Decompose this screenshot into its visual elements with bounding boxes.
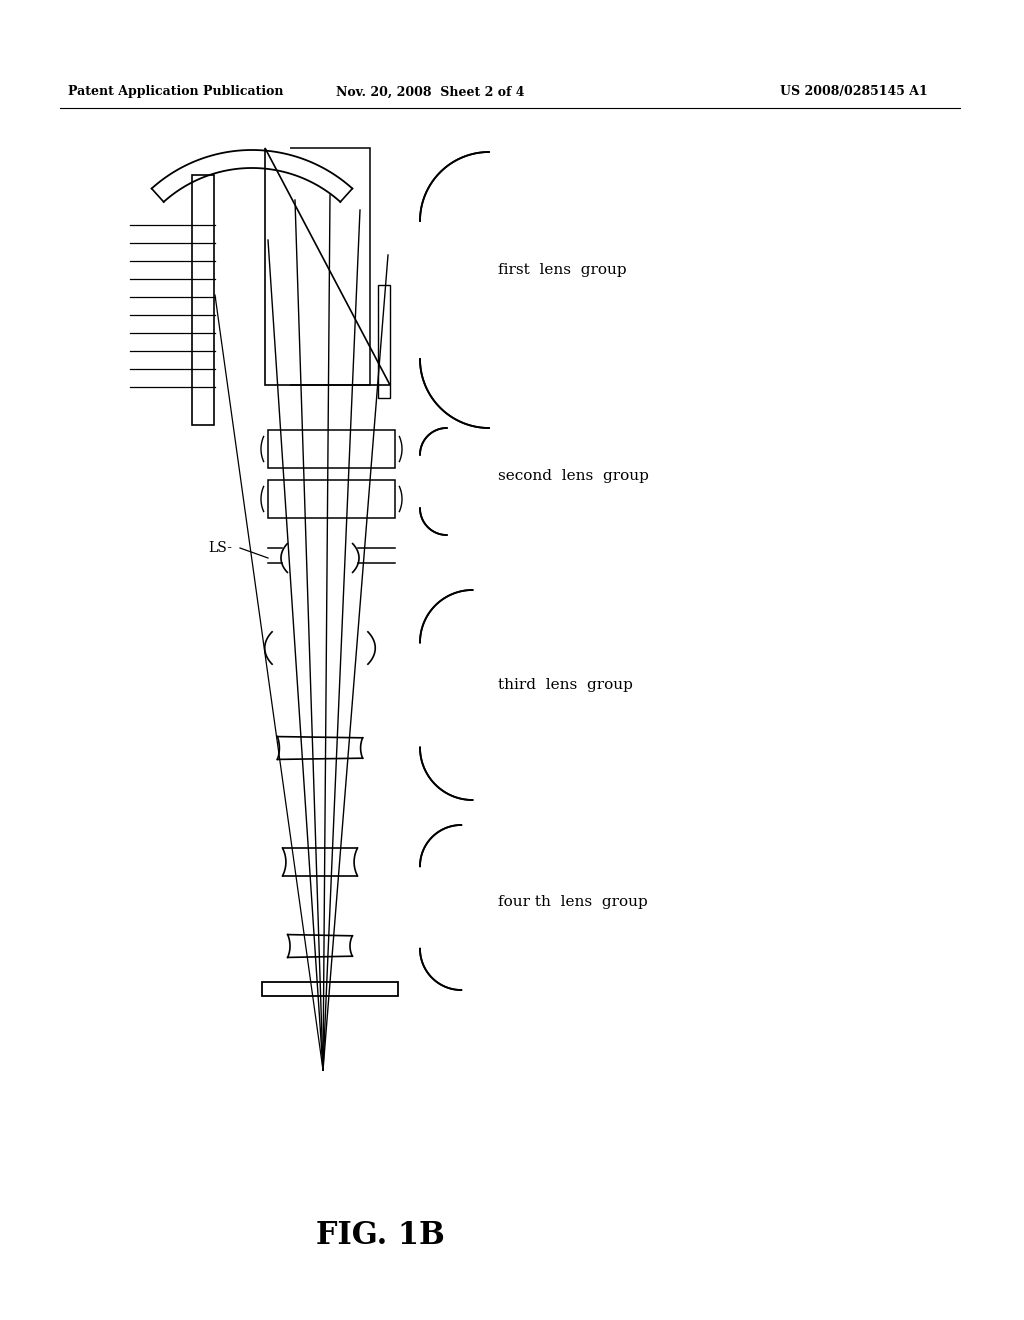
Text: Nov. 20, 2008  Sheet 2 of 4: Nov. 20, 2008 Sheet 2 of 4 xyxy=(336,86,524,99)
Text: third  lens  group: third lens group xyxy=(498,678,633,692)
Text: US 2008/0285145 A1: US 2008/0285145 A1 xyxy=(780,86,928,99)
Text: second  lens  group: second lens group xyxy=(498,469,649,483)
Text: Patent Application Publication: Patent Application Publication xyxy=(68,86,284,99)
Text: first  lens  group: first lens group xyxy=(498,263,627,277)
Text: four th  lens  group: four th lens group xyxy=(498,895,648,909)
Text: FIG. 1B: FIG. 1B xyxy=(315,1220,444,1250)
Text: LS-: LS- xyxy=(208,541,232,554)
